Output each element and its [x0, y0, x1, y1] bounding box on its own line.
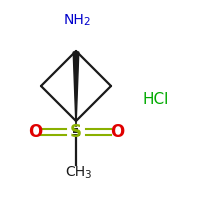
Text: O: O — [28, 123, 42, 141]
Text: CH: CH — [65, 165, 85, 179]
Text: O: O — [110, 123, 124, 141]
Text: 2: 2 — [84, 17, 90, 27]
Text: NH: NH — [64, 13, 84, 27]
Text: S: S — [70, 123, 82, 141]
Text: 3: 3 — [84, 170, 90, 180]
Text: HCl: HCl — [143, 92, 169, 108]
Polygon shape — [73, 52, 79, 127]
